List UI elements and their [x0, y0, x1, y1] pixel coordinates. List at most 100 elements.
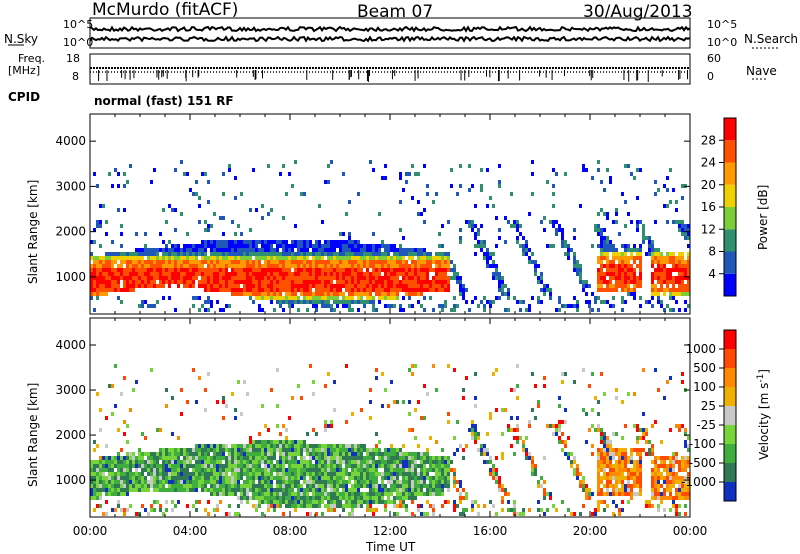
heatmap-cell — [345, 280, 348, 284]
heatmap-cell — [573, 268, 576, 272]
heatmap-cell — [279, 252, 282, 256]
heatmap-cell — [225, 460, 228, 464]
heatmap-cell — [327, 296, 330, 300]
heatmap-cell — [447, 364, 450, 368]
heatmap-cell — [276, 284, 279, 288]
heatmap-cell — [321, 264, 324, 268]
heatmap-cell — [324, 476, 327, 480]
heatmap-cell — [393, 480, 396, 484]
heatmap-cell — [306, 496, 309, 500]
heatmap-cell — [636, 252, 639, 256]
heatmap-cell — [510, 388, 513, 392]
heatmap-cell — [285, 280, 288, 284]
freq-label: Freq. — [18, 52, 46, 65]
heatmap-cell — [597, 504, 600, 508]
heatmap-cell — [672, 476, 675, 480]
heatmap-cell — [267, 508, 270, 512]
heatmap-cell — [306, 268, 309, 272]
heatmap-cell — [219, 252, 222, 256]
heatmap-cell — [405, 460, 408, 464]
heatmap-cell — [402, 496, 405, 500]
heatmap-cell — [114, 508, 117, 512]
heatmap-cell — [183, 488, 186, 492]
heatmap-cell — [678, 480, 681, 484]
heatmap-cell — [315, 296, 318, 300]
heatmap-cell — [597, 468, 600, 472]
heatmap-cell — [345, 460, 348, 464]
heatmap-cell — [234, 472, 237, 476]
heatmap-cell — [168, 484, 171, 488]
heatmap-cell — [261, 264, 264, 268]
heatmap-cell — [414, 464, 417, 468]
heatmap-cell — [357, 264, 360, 268]
heatmap-cell — [204, 472, 207, 476]
heatmap-cell — [168, 460, 171, 464]
heatmap-cell — [687, 448, 690, 452]
heatmap-cell — [492, 476, 495, 480]
heatmap-cell — [645, 452, 648, 456]
heatmap-cell — [348, 200, 351, 204]
heatmap-cell — [405, 292, 408, 296]
heatmap-cell — [114, 280, 117, 284]
heatmap-cell — [279, 496, 282, 500]
freq-tick-high: 18 — [66, 52, 80, 65]
heatmap-cell — [498, 488, 501, 492]
heatmap-cell — [249, 488, 252, 492]
heatmap-cell — [363, 264, 366, 268]
heatmap-cell — [408, 172, 411, 176]
heatmap-cell — [240, 488, 243, 492]
heatmap-cell — [411, 256, 414, 260]
heatmap-cell — [309, 300, 312, 304]
heatmap-cell — [336, 456, 339, 460]
heatmap-cell — [414, 408, 417, 412]
heatmap-cell — [381, 500, 384, 504]
heatmap-cell — [444, 276, 447, 280]
heatmap-cell — [243, 480, 246, 484]
heatmap-cell — [159, 428, 162, 432]
heatmap-cell — [228, 240, 231, 244]
heatmap-cell — [240, 272, 243, 276]
heatmap-cell — [585, 492, 588, 496]
heatmap-cell — [675, 276, 678, 280]
heatmap-cell — [348, 476, 351, 480]
heatmap-cell — [246, 284, 249, 288]
heatmap-cell — [510, 508, 513, 512]
heatmap-cell — [564, 240, 567, 244]
heatmap-cell — [210, 288, 213, 292]
heatmap-cell — [285, 468, 288, 472]
heatmap-cell — [171, 276, 174, 280]
heatmap-cell — [477, 448, 480, 452]
heatmap-cell — [333, 448, 336, 452]
heatmap-cell — [228, 448, 231, 452]
heatmap-cell — [660, 460, 663, 464]
heatmap-cell — [639, 244, 642, 248]
heatmap-cell — [390, 292, 393, 296]
heatmap-cell — [384, 304, 387, 308]
heatmap-cell — [231, 268, 234, 272]
heatmap-cell — [270, 484, 273, 488]
heatmap-cell — [144, 436, 147, 440]
heatmap-cell — [249, 276, 252, 280]
heatmap-cell — [147, 456, 150, 460]
heatmap-cell — [516, 436, 519, 440]
heatmap-cell — [606, 476, 609, 480]
heatmap-cell — [120, 268, 123, 272]
heatmap-cell — [207, 240, 210, 244]
heatmap-cell — [405, 504, 408, 508]
heatmap-cell — [255, 240, 258, 244]
heatmap-cell — [108, 472, 111, 476]
heatmap-cell — [567, 452, 570, 456]
heatmap-cell — [339, 232, 342, 236]
heatmap-cell — [600, 428, 603, 432]
heatmap-cell — [168, 448, 171, 452]
heatmap-cell — [528, 456, 531, 460]
heatmap-cell — [333, 272, 336, 276]
heatmap-cell — [282, 300, 285, 304]
heatmap-cell — [351, 292, 354, 296]
heatmap-cell — [318, 268, 321, 272]
heatmap-cell — [657, 260, 660, 264]
heatmap-cell — [561, 304, 564, 308]
heatmap-cell — [609, 260, 612, 264]
heatmap-cell — [363, 272, 366, 276]
heatmap-cell — [237, 268, 240, 272]
